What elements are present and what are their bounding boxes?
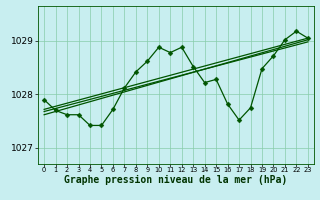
X-axis label: Graphe pression niveau de la mer (hPa): Graphe pression niveau de la mer (hPa) (64, 175, 288, 185)
